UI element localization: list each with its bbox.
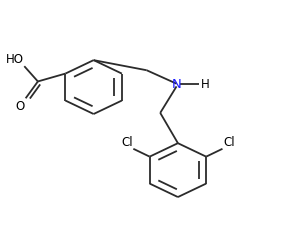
Text: O: O <box>15 100 24 113</box>
Text: Cl: Cl <box>121 136 133 148</box>
Text: Cl: Cl <box>223 136 235 148</box>
Text: N: N <box>172 78 181 91</box>
Text: HO: HO <box>5 53 24 66</box>
Text: H: H <box>201 78 209 91</box>
